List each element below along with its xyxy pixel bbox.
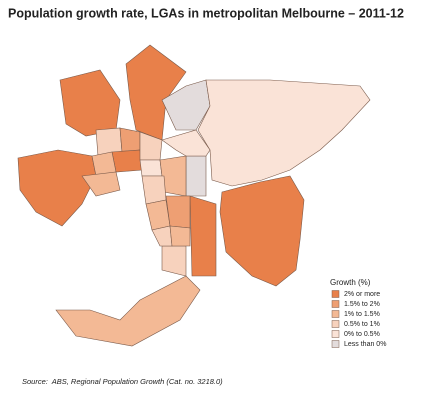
- legend-swatch: [331, 330, 340, 338]
- legend: 2% or more 1.5% to 2% 1% to 1.5% 0.5% to 1%…: [331, 290, 386, 348]
- legend-label: 0.5% to 1%: [344, 321, 380, 328]
- region: [161, 129, 211, 157]
- region: [185, 155, 207, 197]
- legend-label: 1.5% to 2%: [344, 301, 380, 308]
- region: [219, 175, 305, 287]
- legend-swatch: [331, 290, 340, 298]
- legend-swatch: [331, 320, 340, 328]
- legend-label: 1% to 1.5%: [344, 311, 380, 318]
- region: [141, 175, 167, 205]
- region: [17, 149, 97, 227]
- region: [165, 195, 191, 229]
- region: [139, 159, 163, 177]
- legend-swatch: [331, 340, 340, 348]
- region: [161, 245, 187, 277]
- map: [17, 44, 371, 347]
- legend-title: Growth (%): [330, 278, 371, 287]
- title: Population growth rate, LGAs in metropol…: [8, 6, 404, 20]
- legend-swatch: [331, 300, 340, 308]
- legend-label: 2% or more: [344, 291, 380, 298]
- legend-swatch: [331, 310, 340, 318]
- region: [197, 79, 371, 187]
- region: [189, 195, 217, 277]
- region: [81, 171, 121, 197]
- source: Source: ABS, Regional Population Growth …: [22, 377, 223, 386]
- legend-label: Less than 0%: [344, 341, 386, 348]
- region: [169, 225, 191, 247]
- legend-label: 0% to 0.5%: [344, 331, 380, 338]
- region: [59, 69, 121, 137]
- region: [119, 127, 141, 153]
- region: [145, 199, 171, 231]
- region: [125, 44, 187, 141]
- region: [111, 149, 143, 173]
- region: [55, 275, 201, 347]
